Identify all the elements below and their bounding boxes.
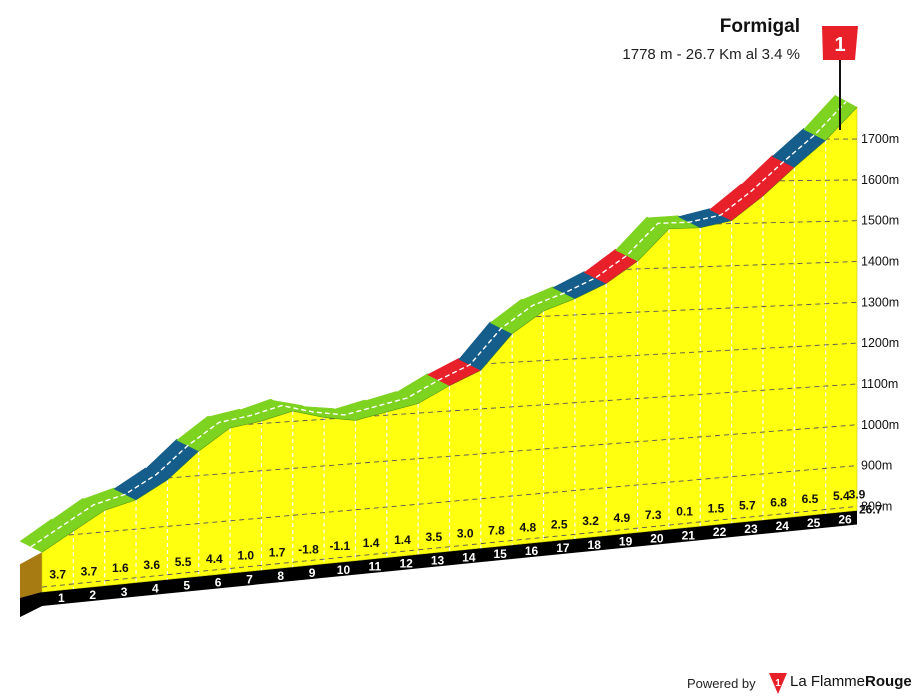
gradient-label: 3.7 [81,564,98,578]
altitude-tick-label: 900m [861,459,892,473]
km-label: 11 [368,560,381,574]
km-label: 8 [277,569,284,583]
gradient-label: 1.4 [363,536,380,550]
km-label: 22 [713,525,727,539]
km-label: 19 [619,535,633,549]
altitude-gridline [42,505,857,588]
gradient-label: 0.1 [676,505,693,519]
la-flamme-rouge-logo-icon: 1 [769,673,787,694]
la-flamme-rouge-brand: La FlammeRouge [790,673,912,690]
km-label: 24 [776,519,790,533]
km-label: 9 [309,566,316,580]
gradient-label: 5.7 [739,498,756,512]
gradient-label: 6.8 [770,495,787,509]
brand-name-light: La Flamme [790,673,866,690]
altitude-tick-label: 1000m [861,418,899,432]
gradient-label: -1.8 [298,542,319,556]
km-label: 5 [183,579,190,593]
side-face [20,552,42,598]
gradient-label: 1.4 [394,533,411,547]
km-label: 13 [431,553,445,567]
gradient-label: 3.6 [143,558,160,572]
climb-summary: 1778 m - 26.7 Km al 3.4 % [622,46,800,63]
gradient-label: 3.7 [49,567,66,581]
altitude-gridline [42,465,857,538]
road-centre-line [30,101,847,548]
gradient-label: -1.1 [329,539,350,553]
km-label: 4 [152,582,159,596]
gradient-label: 3.5 [425,530,442,544]
altitude-gridline [42,138,857,141]
km-label: 14 [462,550,476,564]
km-label: 17 [556,541,570,555]
gradient-label: 4.4 [206,552,223,566]
gradient-label: 5.5 [175,555,192,569]
altitude-gridline [42,424,857,489]
gradient-label: 7.8 [488,524,505,538]
gradient-label: 3.2 [582,514,599,528]
altitude-gridline [42,179,857,191]
gradient-label: 1.5 [708,502,725,516]
km-label: 26 [838,513,852,527]
km-label: 25 [807,516,821,530]
chart-label-layer: 3.7 3.7 1.6 3.6 5.5 4.4 1.0 1.7 -1.8 -1.1 1.4 1.4 3.… [49,132,899,605]
svg-text:1: 1 [775,678,781,689]
road-front-edge [41,107,858,553]
altitude-tick-label: 1200m [861,336,899,350]
km-label: 16 [525,544,539,558]
gradient-label: 3.0 [457,527,474,541]
km-label: 18 [588,538,602,552]
gradient-label: 1.0 [237,549,254,563]
gradient-label: 3.9 [849,488,866,502]
gradient-label: 6.5 [802,492,819,506]
powered-by-text: Powered by [687,676,756,691]
altitude-tick-label: 1700m [861,132,899,146]
km-label: 7 [246,572,253,586]
gradient-label: 1.7 [269,545,286,559]
km-label: 2 [89,588,96,602]
finish-flag-banner [822,26,858,60]
altitude-tick-label: 800m [861,499,892,513]
chart-road-layer [19,94,858,553]
km-label: 6 [215,575,222,589]
finish-flag-label: 1 [834,34,845,56]
km-label: 1 [58,591,65,605]
climb-title: Formigal [719,16,800,37]
km-label: 20 [650,532,664,546]
base-front-face [20,592,42,617]
finish-flag: 1 [822,26,858,130]
altitude-tick-label: 1100m [861,377,898,391]
km-label: 23 [744,522,758,536]
km-label: 15 [494,547,508,561]
brand-name-bold: Rouge [865,673,912,690]
km-label: 12 [399,557,413,571]
km-label: 21 [682,528,696,542]
km-label: 3 [121,585,128,599]
gradient-label: 5.4 [833,489,850,503]
altitude-tick-label: 1300m [861,295,899,309]
gradient-label: 4.8 [520,520,537,534]
distance-end-label: 26.7 [859,503,883,517]
altitude-tick-label: 1600m [861,173,899,187]
gradient-label: 2.5 [551,517,568,531]
gradient-label: 1.6 [112,561,129,575]
altitude-tick-label: 1400m [861,255,899,269]
chart-base-layer [20,510,857,617]
base-band [20,510,857,617]
gradient-label: 4.9 [614,511,631,525]
gradient-label: 7.3 [645,508,662,522]
altitude-tick-label: 1500m [861,214,899,228]
km-label: 10 [337,563,351,577]
